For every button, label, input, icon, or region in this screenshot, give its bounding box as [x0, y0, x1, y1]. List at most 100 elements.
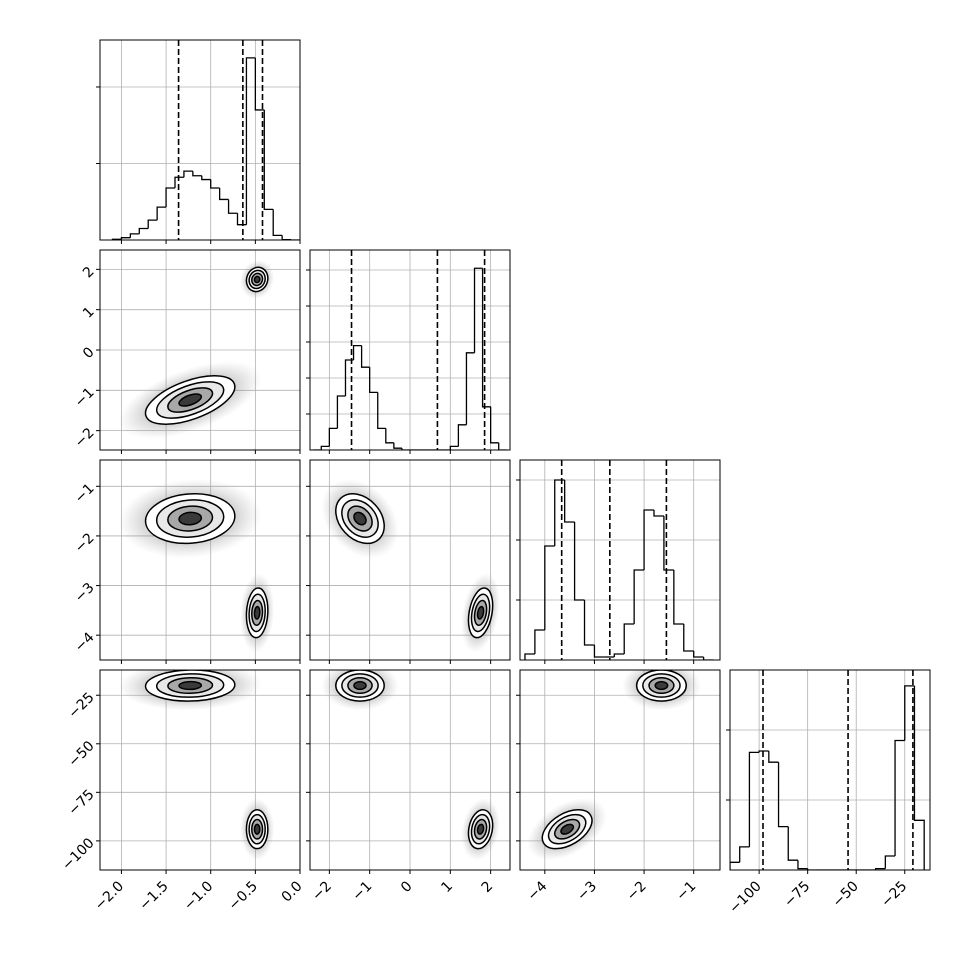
panel	[100, 670, 300, 870]
x-tick-label: −1	[349, 878, 375, 904]
hist-bin	[393, 442, 402, 449]
hist-bin	[663, 515, 674, 571]
hist-bin	[401, 448, 410, 450]
hist-bin	[787, 826, 798, 861]
hist-bin	[377, 392, 386, 430]
panel	[100, 460, 300, 660]
hist-bin	[129, 233, 140, 238]
hist-bin	[236, 213, 247, 226]
hist-bin	[120, 237, 131, 240]
y-tick-label: 2	[80, 264, 98, 282]
hist-bin	[174, 176, 184, 188]
contour	[178, 511, 203, 526]
y-tick-label: −3	[72, 580, 98, 606]
hist-bin	[673, 569, 684, 625]
hist-bin	[147, 219, 158, 229]
panel-frame	[99, 249, 301, 451]
y-tick-label: −2	[72, 425, 98, 451]
panel-frame	[309, 459, 511, 661]
hist-bin	[385, 428, 394, 444]
y-tick-label: −50	[65, 738, 97, 770]
x-tick-label: −1.5	[136, 878, 171, 913]
hist-bin	[693, 650, 704, 658]
hist-bin	[481, 268, 491, 408]
hist-bin	[183, 170, 193, 178]
panel	[520, 670, 720, 870]
panel	[310, 250, 510, 450]
hist-bin	[336, 395, 346, 429]
x-tick-label: −1.0	[181, 878, 216, 913]
hist-bin	[524, 653, 535, 660]
x-tick-label: 0	[398, 878, 416, 896]
panel	[310, 460, 510, 660]
hist-bin	[544, 545, 555, 630]
hist-bin	[777, 762, 789, 828]
contour	[253, 275, 261, 284]
panel-frame	[309, 669, 511, 871]
hist-bin	[227, 199, 238, 214]
hist-bin	[739, 846, 750, 863]
panel-frame	[519, 669, 721, 871]
contour	[253, 605, 261, 620]
hist-bin	[165, 187, 175, 208]
panel-frame	[99, 669, 301, 871]
hist-bin	[360, 345, 370, 368]
hist-bin	[465, 352, 475, 425]
x-tick-label: −2.0	[92, 878, 127, 913]
hist-bin	[457, 424, 467, 447]
hist-bin	[218, 187, 229, 201]
hist-bin	[201, 175, 211, 181]
hist-bin	[613, 653, 625, 657]
hist-bin	[534, 629, 545, 654]
hist-bin	[210, 179, 220, 189]
hist-bin	[254, 57, 265, 111]
panel-frame	[519, 459, 721, 661]
hist-bin	[156, 206, 167, 221]
y-tick-label: −2	[72, 530, 98, 556]
hist-bin	[272, 209, 283, 237]
x-tick-label: −2	[309, 878, 335, 904]
y-tick-label: −75	[65, 787, 97, 819]
panel-frame	[309, 249, 511, 451]
hist-bin	[758, 750, 769, 753]
panel-frame	[99, 459, 301, 661]
x-tick-label: −75	[781, 878, 813, 910]
hist-bin	[449, 445, 459, 450]
hist-bin	[633, 569, 645, 624]
hist-bin	[593, 644, 605, 658]
hist-bin	[473, 267, 483, 353]
hist-bin	[913, 685, 925, 870]
hist-bin	[138, 227, 149, 234]
hist-bin	[768, 750, 779, 763]
hist-bin	[730, 861, 740, 870]
contour	[178, 393, 203, 407]
hist-bin	[807, 868, 818, 870]
x-tick-label: −3	[574, 878, 600, 904]
hist-bin	[564, 479, 575, 523]
panel	[100, 40, 300, 240]
contour	[253, 823, 261, 835]
x-tick-label: −4	[525, 878, 551, 904]
contour	[654, 680, 669, 691]
hist-bin	[489, 406, 499, 444]
panel-frame	[729, 669, 931, 871]
hist-bin	[748, 751, 760, 847]
contour	[560, 823, 575, 835]
panel	[310, 670, 510, 870]
x-tick-label: −100	[726, 878, 765, 917]
hist-bin	[702, 657, 714, 660]
hist-bin	[894, 739, 905, 856]
hist-bin	[498, 442, 507, 450]
y-tick-label: −1	[72, 481, 98, 507]
hist-bin	[281, 235, 292, 240]
contour	[353, 680, 367, 691]
hist-bin	[683, 623, 694, 652]
x-tick-label: −0.5	[226, 878, 261, 913]
hist-bin	[245, 57, 256, 225]
contour	[476, 605, 485, 620]
y-tick-label: −25	[65, 690, 97, 722]
hist-bin	[643, 509, 654, 570]
x-tick-label: −1	[673, 878, 699, 904]
y-tick-label: 1	[80, 304, 98, 322]
